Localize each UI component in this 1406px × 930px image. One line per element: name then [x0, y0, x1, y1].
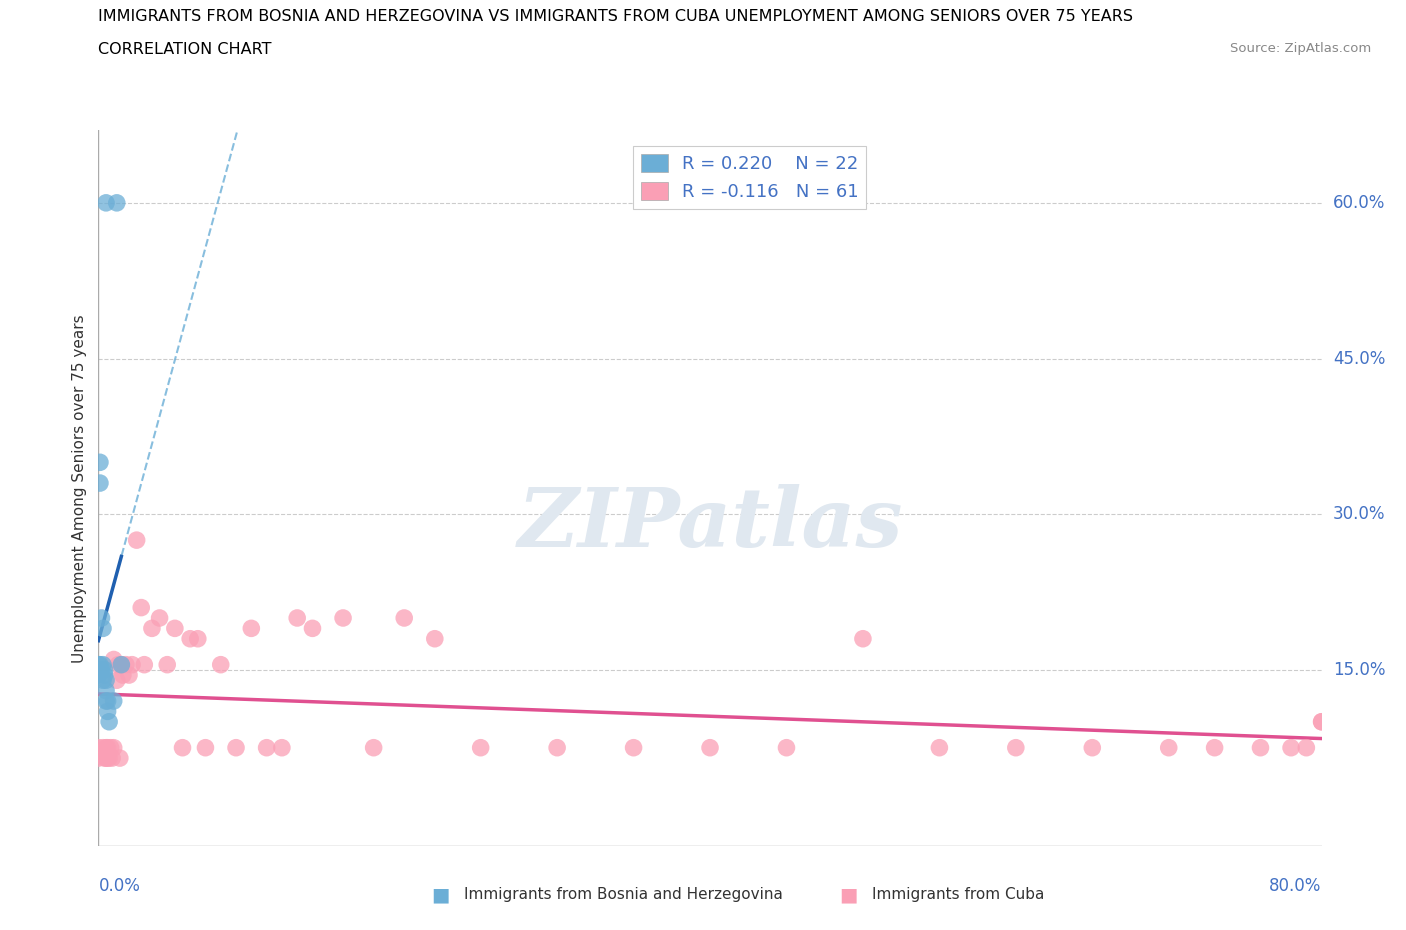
Point [194, 740, 217, 755]
Point [97, 704, 120, 719]
Point [105, 672, 128, 687]
Point [363, 740, 385, 755]
Point [285, 610, 308, 625]
Point [121, 658, 143, 672]
Point [129, 600, 152, 615]
Text: ■: ■ [839, 885, 858, 904]
Point [240, 621, 263, 636]
Point [111, 668, 134, 683]
Point [97, 694, 120, 709]
Point [256, 740, 278, 755]
Point [90, 662, 112, 677]
Text: ZIPatlas: ZIPatlas [517, 484, 903, 565]
Point [1249, 740, 1271, 755]
Point [98, 714, 121, 729]
Point [1295, 740, 1317, 755]
Point [928, 740, 950, 755]
Y-axis label: Unemployment Among Seniors over 75 years: Unemployment Among Seniors over 75 years [72, 314, 87, 662]
Point [91, 621, 114, 636]
Point [89, 658, 111, 672]
Point [98, 751, 121, 765]
Point [91, 672, 114, 687]
Point [90, 610, 112, 625]
Point [97, 751, 120, 765]
Point [852, 631, 875, 646]
Point [163, 621, 186, 636]
Point [93, 668, 115, 683]
Point [91, 658, 114, 672]
Point [156, 658, 179, 672]
Text: IMMIGRANTS FROM BOSNIA AND HERZEGOVINA VS IMMIGRANTS FROM CUBA UNEMPLOYMENT AMON: IMMIGRANTS FROM BOSNIA AND HERZEGOVINA V… [98, 9, 1133, 24]
Text: 45.0%: 45.0% [1333, 350, 1385, 367]
Point [100, 740, 122, 755]
Point [149, 610, 172, 625]
Point [623, 740, 645, 755]
Point [270, 740, 292, 755]
Point [1157, 740, 1180, 755]
Point [1310, 714, 1333, 729]
Point [94, 751, 117, 765]
Point [110, 658, 132, 672]
Point [89, 475, 111, 490]
Point [187, 631, 209, 646]
Text: Immigrants from Bosnia and Herzegovina: Immigrants from Bosnia and Herzegovina [464, 887, 783, 902]
Text: 0.0%: 0.0% [98, 877, 141, 895]
Point [87, 668, 110, 683]
Point [1004, 740, 1026, 755]
Point [107, 658, 129, 672]
Point [470, 740, 492, 755]
Text: Source: ZipAtlas.com: Source: ZipAtlas.com [1230, 42, 1371, 55]
Legend: R = 0.220    N = 22, R = -0.116   N = 61: R = 0.220 N = 22, R = -0.116 N = 61 [634, 146, 866, 208]
Point [103, 694, 125, 709]
Point [94, 195, 117, 210]
Text: 60.0%: 60.0% [1333, 193, 1385, 212]
Point [179, 631, 201, 646]
Point [141, 621, 163, 636]
Point [1204, 740, 1226, 755]
Point [90, 746, 112, 761]
Point [1081, 740, 1104, 755]
Point [775, 740, 797, 755]
Text: CORRELATION CHART: CORRELATION CHART [98, 42, 271, 57]
Point [101, 751, 124, 765]
Point [1310, 714, 1333, 729]
Text: 80.0%: 80.0% [1270, 877, 1322, 895]
Point [94, 684, 117, 698]
Point [110, 658, 132, 672]
Point [115, 658, 138, 672]
Point [209, 658, 232, 672]
Point [97, 740, 120, 755]
Point [103, 740, 125, 755]
Point [93, 662, 115, 677]
Point [699, 740, 721, 755]
Point [94, 694, 117, 709]
Point [392, 610, 416, 625]
Text: 15.0%: 15.0% [1333, 661, 1385, 679]
Point [87, 751, 110, 765]
Point [332, 610, 354, 625]
Point [546, 740, 568, 755]
Point [1279, 740, 1302, 755]
Point [134, 658, 156, 672]
Point [118, 668, 141, 683]
Point [94, 740, 117, 755]
Point [108, 751, 131, 765]
Point [301, 621, 323, 636]
Point [423, 631, 446, 646]
Point [91, 740, 114, 755]
Point [87, 658, 110, 672]
Text: 30.0%: 30.0% [1333, 505, 1385, 524]
Point [125, 533, 148, 548]
Point [225, 740, 247, 755]
Point [89, 455, 111, 470]
Point [93, 746, 115, 761]
Point [94, 672, 117, 687]
Point [105, 195, 128, 210]
Point [103, 652, 125, 667]
Point [172, 740, 194, 755]
Point [87, 740, 110, 755]
Point [93, 751, 115, 765]
Text: ■: ■ [432, 885, 450, 904]
Text: Immigrants from Cuba: Immigrants from Cuba [872, 887, 1045, 902]
